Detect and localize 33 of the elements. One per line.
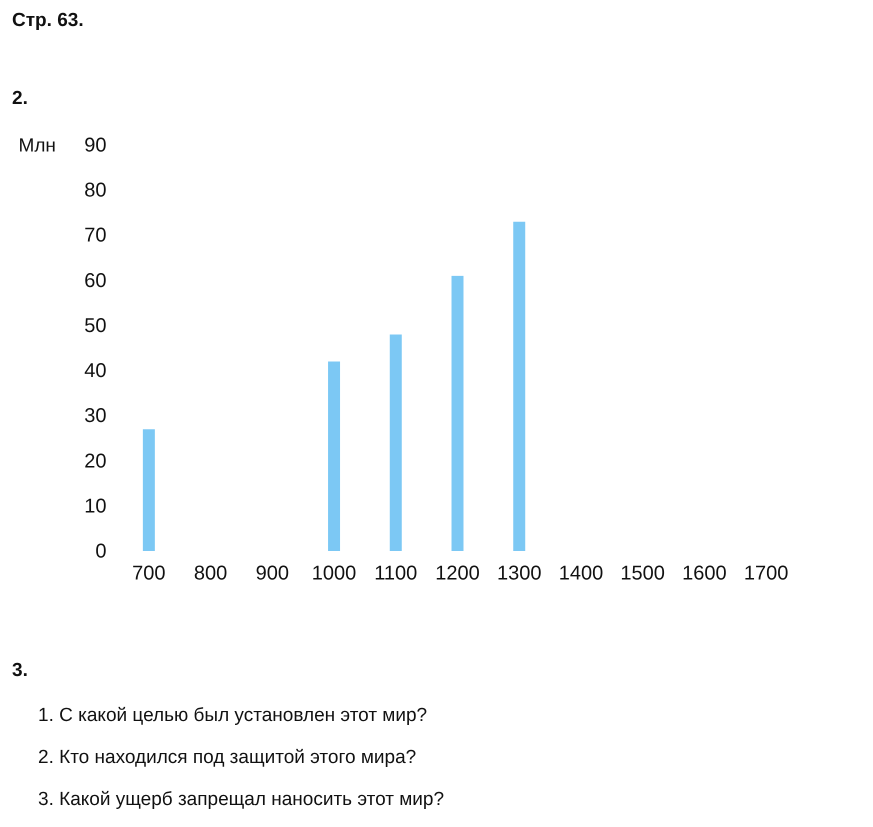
bar [328,362,340,551]
x-tick-label: 1700 [744,562,788,584]
x-tick-label: 1400 [558,562,604,584]
text: 1. С какой целью был установлен этот мир? [38,705,428,727]
text: 2. Кто находился под защитой этого мира? [38,747,416,769]
y-axis-title: Млн [18,136,56,156]
y-tick-label: 60 [84,270,106,292]
y-tick-label: 50 [84,314,106,337]
bar [142,429,155,551]
text: 2. [12,88,28,110]
text: 3. Какой ущерб запрещал наносить этот мир? [38,789,444,811]
x-tick-label: 1100 [374,562,418,584]
y-tick-label: 40 [84,360,106,382]
x-tick-label: 1600 [682,562,727,584]
x-tick-label: 900 [256,562,290,584]
y-tick-label: 30 [84,405,106,428]
bar [390,334,402,551]
y-tick-label: 20 [84,450,106,472]
bar [452,276,464,551]
x-tick-label: 1200 [435,562,480,584]
x-tick-label: 700 [132,562,166,584]
x-tick-label: 1000 [312,562,356,584]
y-tick-label: 70 [84,224,106,247]
chart-title: Стр. 63. [12,10,84,32]
y-tick-label: 10 [84,495,106,518]
bar [513,222,526,551]
y-tick-label: 90 [84,134,106,156]
x-tick-label: 1300 [496,562,542,584]
y-tick-label: 80 [84,180,106,202]
y-tick-label: 0 [95,540,106,562]
x-tick-label: 1500 [620,562,665,584]
x-tick-label: 800 [194,562,228,584]
text: 3. [12,660,28,682]
